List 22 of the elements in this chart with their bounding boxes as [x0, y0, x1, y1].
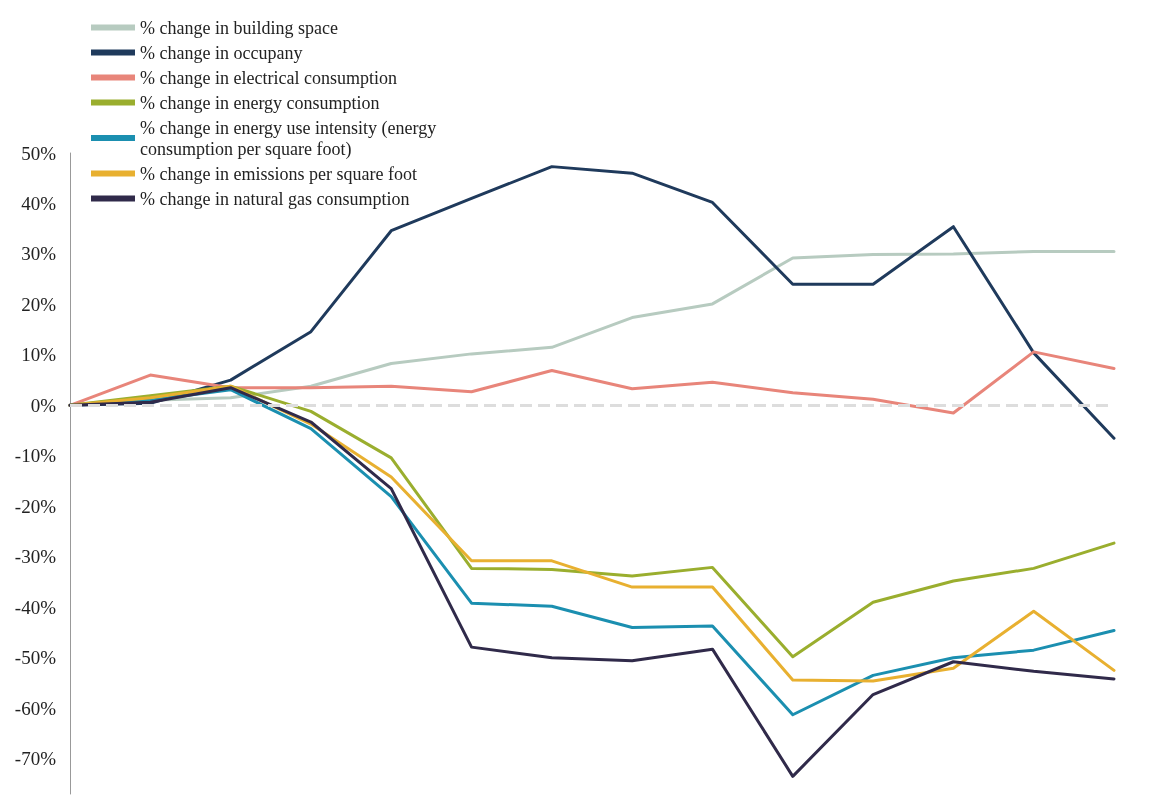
line-series	[68, 386, 1116, 778]
legend-label: % change in occupany	[140, 42, 303, 63]
legend-label: % change in emissions per square foot	[140, 163, 417, 184]
y-tick-label: 30%	[21, 243, 57, 265]
y-tick-label: 0%	[30, 394, 57, 416]
y-tick-label: -70%	[14, 748, 57, 770]
y-tick-label: -30%	[14, 546, 57, 568]
y-tick-label: 10%	[21, 344, 57, 366]
y-tick-label: 20%	[21, 293, 57, 315]
y-tick-label: -20%	[14, 495, 57, 517]
legend-label: % change in electrical consumption	[140, 67, 397, 88]
legend-label: % change in energy consumption	[140, 92, 380, 113]
legend-label: % change in building space	[140, 17, 338, 38]
y-tick-label: -10%	[14, 445, 57, 467]
line-series	[68, 350, 1116, 415]
legend-label: % change in energy use intensity (energy consumption per square foot)	[140, 117, 441, 160]
y-tick-label: 50%	[21, 142, 57, 164]
y-tick-label: -40%	[14, 596, 57, 618]
y-tick-label: -50%	[14, 647, 57, 669]
y-tick-label: -60%	[14, 697, 57, 719]
legend-label: % change in natural gas consumption	[140, 188, 410, 209]
y-tick-label: 40%	[21, 192, 57, 214]
